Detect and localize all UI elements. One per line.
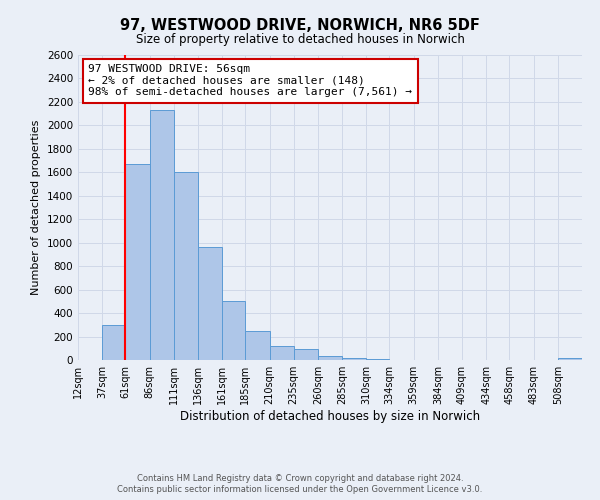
Bar (125, 164, 149, 360)
Bar (342, 358, 366, 360)
Bar (174, 172, 198, 360)
Bar (318, 356, 342, 360)
Text: Size of property relative to detached houses in Norwich: Size of property relative to detached ho… (136, 32, 464, 46)
Bar (558, 358, 582, 360)
Text: 97, WESTWOOD DRIVE, NORWICH, NR6 5DF: 97, WESTWOOD DRIVE, NORWICH, NR6 5DF (120, 18, 480, 32)
Text: 97 WESTWOOD DRIVE: 56sqm
← 2% of detached houses are smaller (148)
98% of semi-d: 97 WESTWOOD DRIVE: 56sqm ← 2% of detache… (88, 64, 412, 98)
Bar (366, 359, 389, 360)
X-axis label: Distribution of detached houses by size in Norwich: Distribution of detached houses by size … (180, 410, 480, 423)
Bar (245, 330, 269, 360)
Text: Contains HM Land Registry data © Crown copyright and database right 2024.
Contai: Contains HM Land Registry data © Crown c… (118, 474, 482, 494)
Bar (102, 325, 125, 360)
Bar (198, 248, 222, 360)
Bar (269, 346, 294, 360)
Y-axis label: Number of detached properties: Number of detached properties (31, 120, 41, 295)
Bar (294, 349, 318, 360)
Bar (222, 301, 245, 360)
Bar (149, 110, 174, 360)
